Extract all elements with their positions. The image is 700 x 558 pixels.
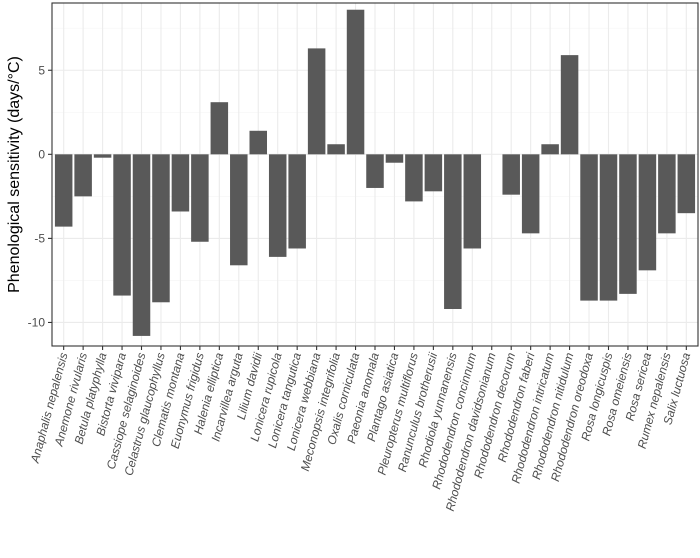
bar <box>599 154 618 301</box>
bar <box>619 154 637 294</box>
bar <box>93 154 112 158</box>
bar <box>405 154 423 202</box>
y-tick-label: -5 <box>34 231 45 245</box>
y-tick-label: 0 <box>38 147 45 161</box>
bar <box>366 154 384 188</box>
bars <box>54 9 696 336</box>
bar <box>54 154 73 227</box>
bar <box>541 144 559 155</box>
y-tick-label: -10 <box>28 315 46 329</box>
bar <box>346 9 365 155</box>
bar <box>502 154 520 195</box>
bar <box>74 154 92 197</box>
bar <box>521 154 540 234</box>
bar <box>249 130 268 155</box>
bar <box>444 154 462 310</box>
bar <box>113 154 131 296</box>
bar <box>191 154 209 242</box>
bar <box>288 154 306 249</box>
bar <box>210 102 229 155</box>
bar <box>677 154 696 214</box>
bar <box>307 48 326 155</box>
bar <box>424 154 443 192</box>
bar <box>152 154 170 303</box>
bar <box>463 154 482 249</box>
bar <box>230 154 248 266</box>
bar <box>327 144 345 155</box>
bar <box>132 154 151 336</box>
y-tick-label: 5 <box>38 63 45 77</box>
bar <box>638 154 657 271</box>
bar <box>171 154 190 212</box>
bar <box>268 154 287 257</box>
bar <box>560 55 579 155</box>
y-axis-title: Phenological sensitivity (days/°C) <box>6 56 23 293</box>
y-axis: -10 -5 0 5 <box>28 63 52 329</box>
bar <box>385 154 404 163</box>
bar <box>580 154 598 301</box>
bar <box>658 154 676 234</box>
